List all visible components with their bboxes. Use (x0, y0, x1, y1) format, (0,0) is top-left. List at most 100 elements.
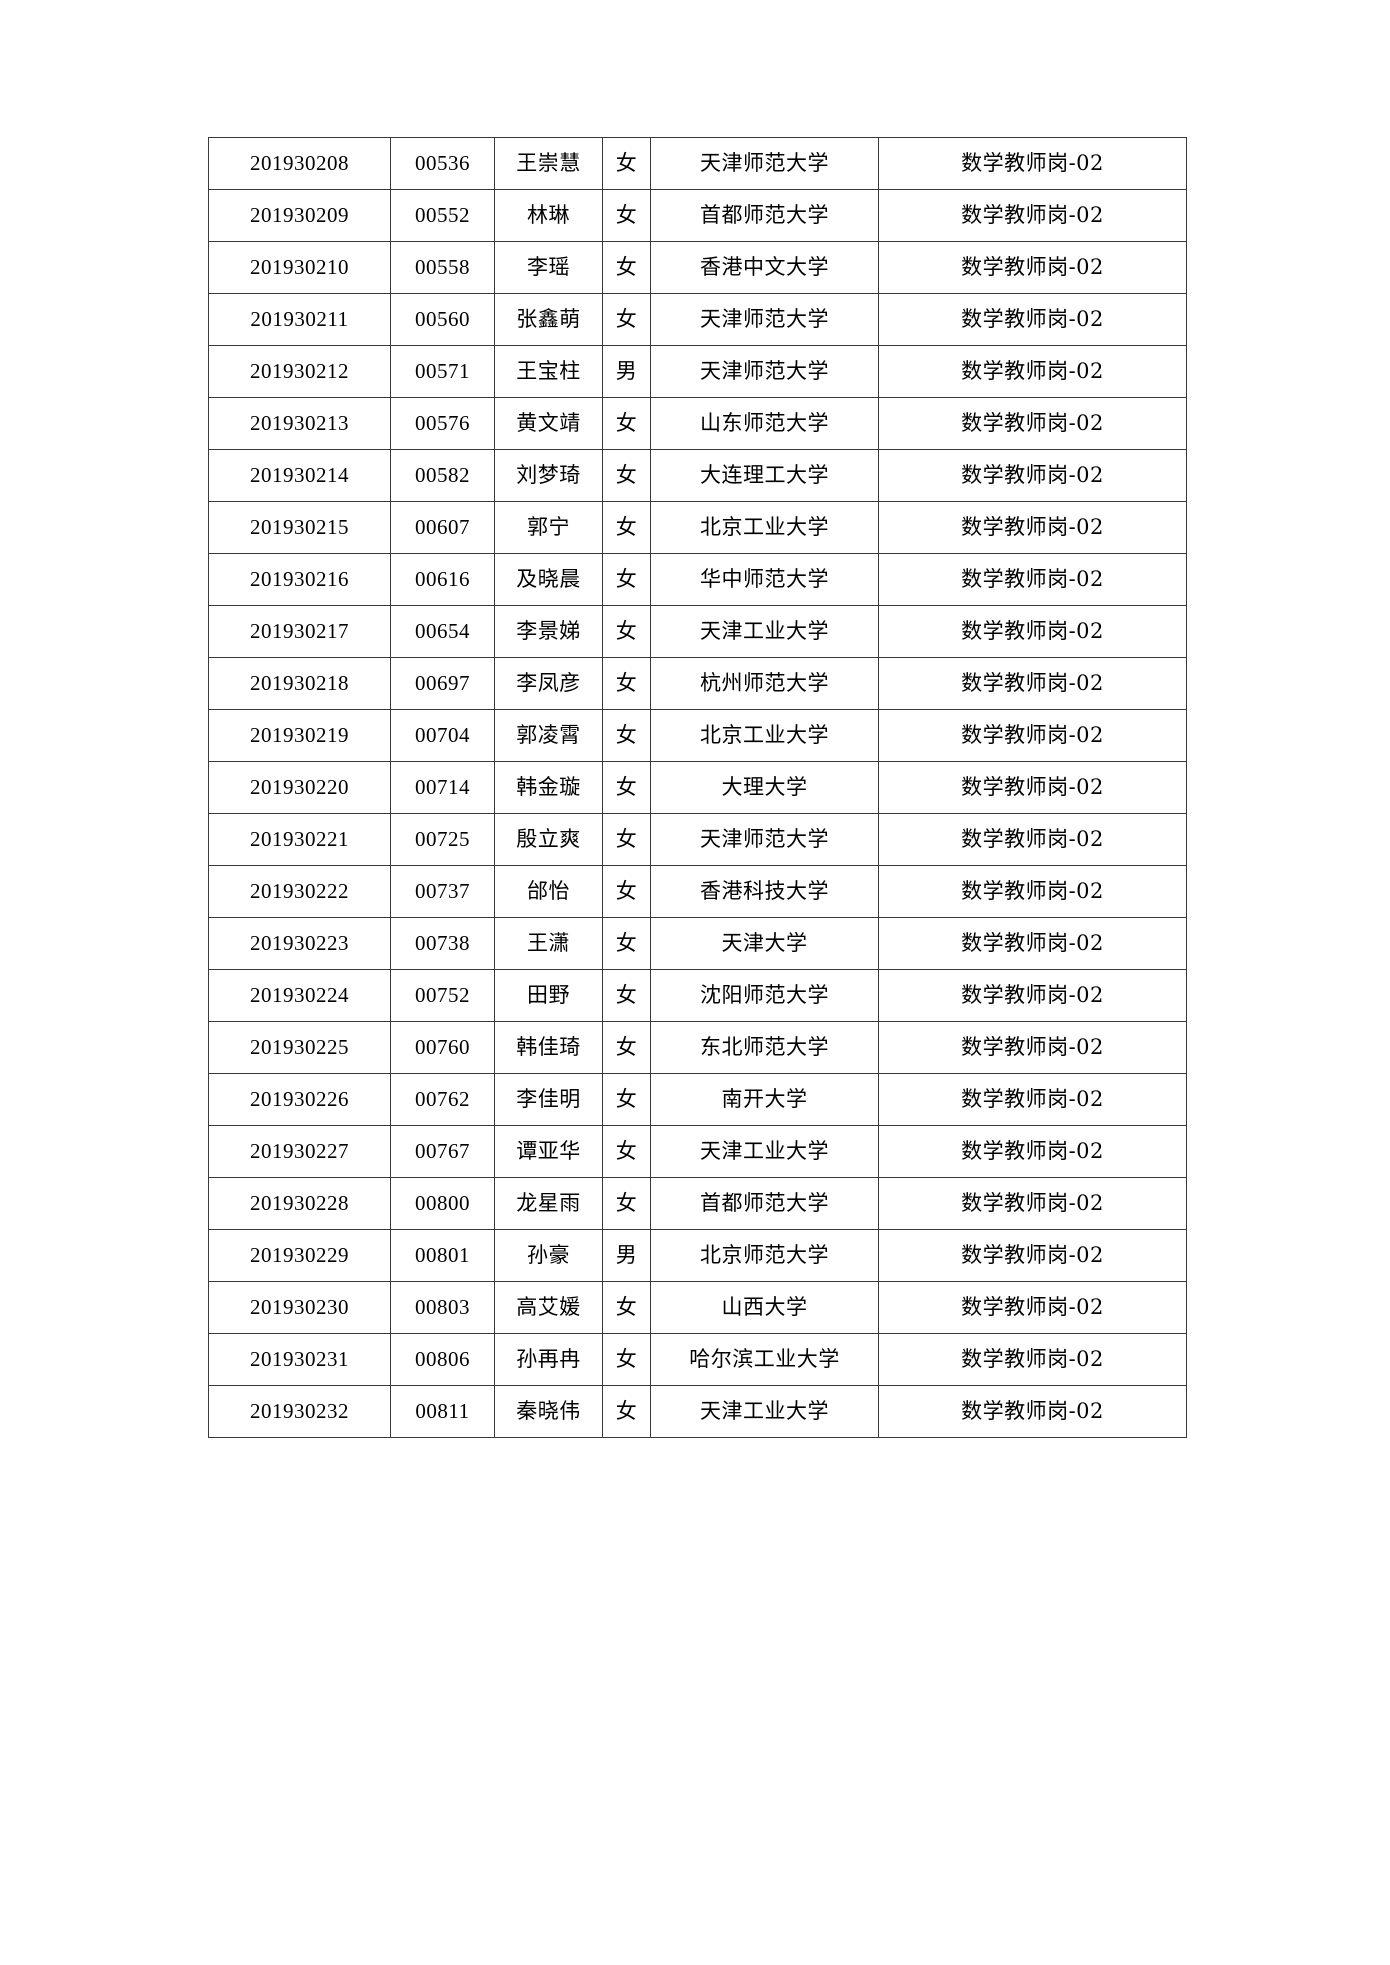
cell-exam-number: 00576 (390, 397, 495, 450)
cell-name: 李景娣 (494, 605, 603, 658)
cell-school: 大理大学 (650, 761, 879, 814)
cell-position: 数学教师岗-02 (878, 137, 1187, 190)
cell-position: 数学教师岗-02 (878, 1021, 1187, 1074)
cell-name: 张鑫萌 (494, 293, 603, 346)
cell-school: 天津大学 (650, 917, 879, 970)
cell-exam-number: 00801 (390, 1229, 495, 1282)
cell-name: 及晓晨 (494, 553, 603, 606)
cell-exam-number: 00738 (390, 917, 495, 970)
cell-school: 天津师范大学 (650, 813, 879, 866)
table-row: 201930216 00616 及晓晨女华中师范大学 数学教师岗-02 (208, 553, 1187, 606)
roster-table: 201930208 00536 王崇慧女天津师范大学 数学教师岗-02 20193020… (208, 137, 1187, 1438)
cell-position: 数学教师岗-02 (878, 501, 1187, 554)
cell-gender: 男 (602, 345, 651, 398)
cell-gender: 女 (602, 969, 651, 1022)
cell-position: 数学教师岗-02 (878, 657, 1187, 710)
cell-gender: 女 (602, 709, 651, 762)
cell-serial-number: 201930222 (208, 865, 391, 918)
cell-serial-number: 201930214 (208, 449, 391, 502)
cell-gender: 女 (602, 553, 651, 606)
cell-serial-number: 201930232 (208, 1385, 391, 1438)
cell-position: 数学教师岗-02 (878, 293, 1187, 346)
cell-name: 黄文靖 (494, 397, 603, 450)
cell-name: 孙豪 (494, 1229, 603, 1282)
table-row: 201930223 00738 王潇女天津大学 数学教师岗-02 (208, 917, 1187, 970)
cell-name: 郭宁 (494, 501, 603, 554)
table-row: 201930225 00760 韩佳琦女东北师范大学 数学教师岗-02 (208, 1021, 1187, 1074)
table-row: 201930220 00714 韩金璇女大理大学 数学教师岗-02 (208, 761, 1187, 814)
cell-serial-number: 201930224 (208, 969, 391, 1022)
cell-school: 天津工业大学 (650, 1125, 879, 1178)
cell-name: 郭凌霄 (494, 709, 603, 762)
cell-name: 王崇慧 (494, 137, 603, 190)
cell-name: 田野 (494, 969, 603, 1022)
cell-gender: 女 (602, 397, 651, 450)
cell-exam-number: 00800 (390, 1177, 495, 1230)
cell-gender: 女 (602, 1125, 651, 1178)
table-row: 201930222 00737 邰怡女香港科技大学 数学教师岗-02 (208, 865, 1187, 918)
cell-exam-number: 00552 (390, 189, 495, 242)
cell-school: 首都师范大学 (650, 1177, 879, 1230)
table-row: 201930226 00762 李佳明女南开大学 数学教师岗-02 (208, 1073, 1187, 1126)
cell-exam-number: 00704 (390, 709, 495, 762)
cell-gender: 女 (602, 1333, 651, 1386)
cell-exam-number: 00582 (390, 449, 495, 502)
table-row: 201930209 00552 林琳女首都师范大学 数学教师岗-02 (208, 189, 1187, 242)
cell-serial-number: 201930221 (208, 813, 391, 866)
cell-school: 杭州师范大学 (650, 657, 879, 710)
cell-exam-number: 00654 (390, 605, 495, 658)
cell-exam-number: 00737 (390, 865, 495, 918)
cell-name: 孙再冉 (494, 1333, 603, 1386)
cell-school: 天津工业大学 (650, 1385, 879, 1438)
cell-serial-number: 201930217 (208, 605, 391, 658)
cell-exam-number: 00811 (390, 1385, 495, 1438)
table-row: 201930217 00654 李景娣女天津工业大学 数学教师岗-02 (208, 605, 1187, 658)
cell-gender: 女 (602, 189, 651, 242)
cell-gender: 女 (602, 1385, 651, 1438)
cell-serial-number: 201930226 (208, 1073, 391, 1126)
cell-position: 数学教师岗-02 (878, 241, 1187, 294)
cell-school: 大连理工大学 (650, 449, 879, 502)
cell-serial-number: 201930210 (208, 241, 391, 294)
cell-school: 天津师范大学 (650, 293, 879, 346)
cell-school: 东北师范大学 (650, 1021, 879, 1074)
cell-position: 数学教师岗-02 (878, 345, 1187, 398)
cell-serial-number: 201930211 (208, 293, 391, 346)
cell-name: 韩佳琦 (494, 1021, 603, 1074)
cell-exam-number: 00571 (390, 345, 495, 398)
cell-position: 数学教师岗-02 (878, 449, 1187, 502)
cell-exam-number: 00697 (390, 657, 495, 710)
cell-position: 数学教师岗-02 (878, 189, 1187, 242)
cell-serial-number: 201930218 (208, 657, 391, 710)
table-row: 201930229 00801 孙豪男北京师范大学 数学教师岗-02 (208, 1229, 1187, 1282)
table-row: 201930232 00811 秦晓伟女天津工业大学 数学教师岗-02 (208, 1385, 1187, 1438)
table-row: 201930211 00560 张鑫萌女天津师范大学 数学教师岗-02 (208, 293, 1187, 346)
cell-serial-number: 201930209 (208, 189, 391, 242)
cell-position: 数学教师岗-02 (878, 1177, 1187, 1230)
cell-position: 数学教师岗-02 (878, 1385, 1187, 1438)
cell-serial-number: 201930225 (208, 1021, 391, 1074)
cell-exam-number: 00760 (390, 1021, 495, 1074)
cell-gender: 女 (602, 917, 651, 970)
cell-school: 华中师范大学 (650, 553, 879, 606)
cell-exam-number: 00806 (390, 1333, 495, 1386)
cell-gender: 女 (602, 761, 651, 814)
cell-gender: 女 (602, 1177, 651, 1230)
cell-position: 数学教师岗-02 (878, 813, 1187, 866)
cell-exam-number: 00558 (390, 241, 495, 294)
table-row: 201930210 00558 李瑶女香港中文大学 数学教师岗-02 (208, 241, 1187, 294)
cell-serial-number: 201930229 (208, 1229, 391, 1282)
cell-school: 香港中文大学 (650, 241, 879, 294)
cell-school: 哈尔滨工业大学 (650, 1333, 879, 1386)
cell-school: 南开大学 (650, 1073, 879, 1126)
cell-gender: 男 (602, 1229, 651, 1282)
table-row: 201930213 00576 黄文靖女山东师范大学 数学教师岗-02 (208, 397, 1187, 450)
roster-table-body: 201930208 00536 王崇慧女天津师范大学 数学教师岗-02 20193020… (208, 137, 1187, 1438)
cell-gender: 女 (602, 1021, 651, 1074)
cell-name: 李凤彦 (494, 657, 603, 710)
cell-position: 数学教师岗-02 (878, 1281, 1187, 1334)
cell-exam-number: 00725 (390, 813, 495, 866)
cell-name: 李瑶 (494, 241, 603, 294)
cell-serial-number: 201930213 (208, 397, 391, 450)
